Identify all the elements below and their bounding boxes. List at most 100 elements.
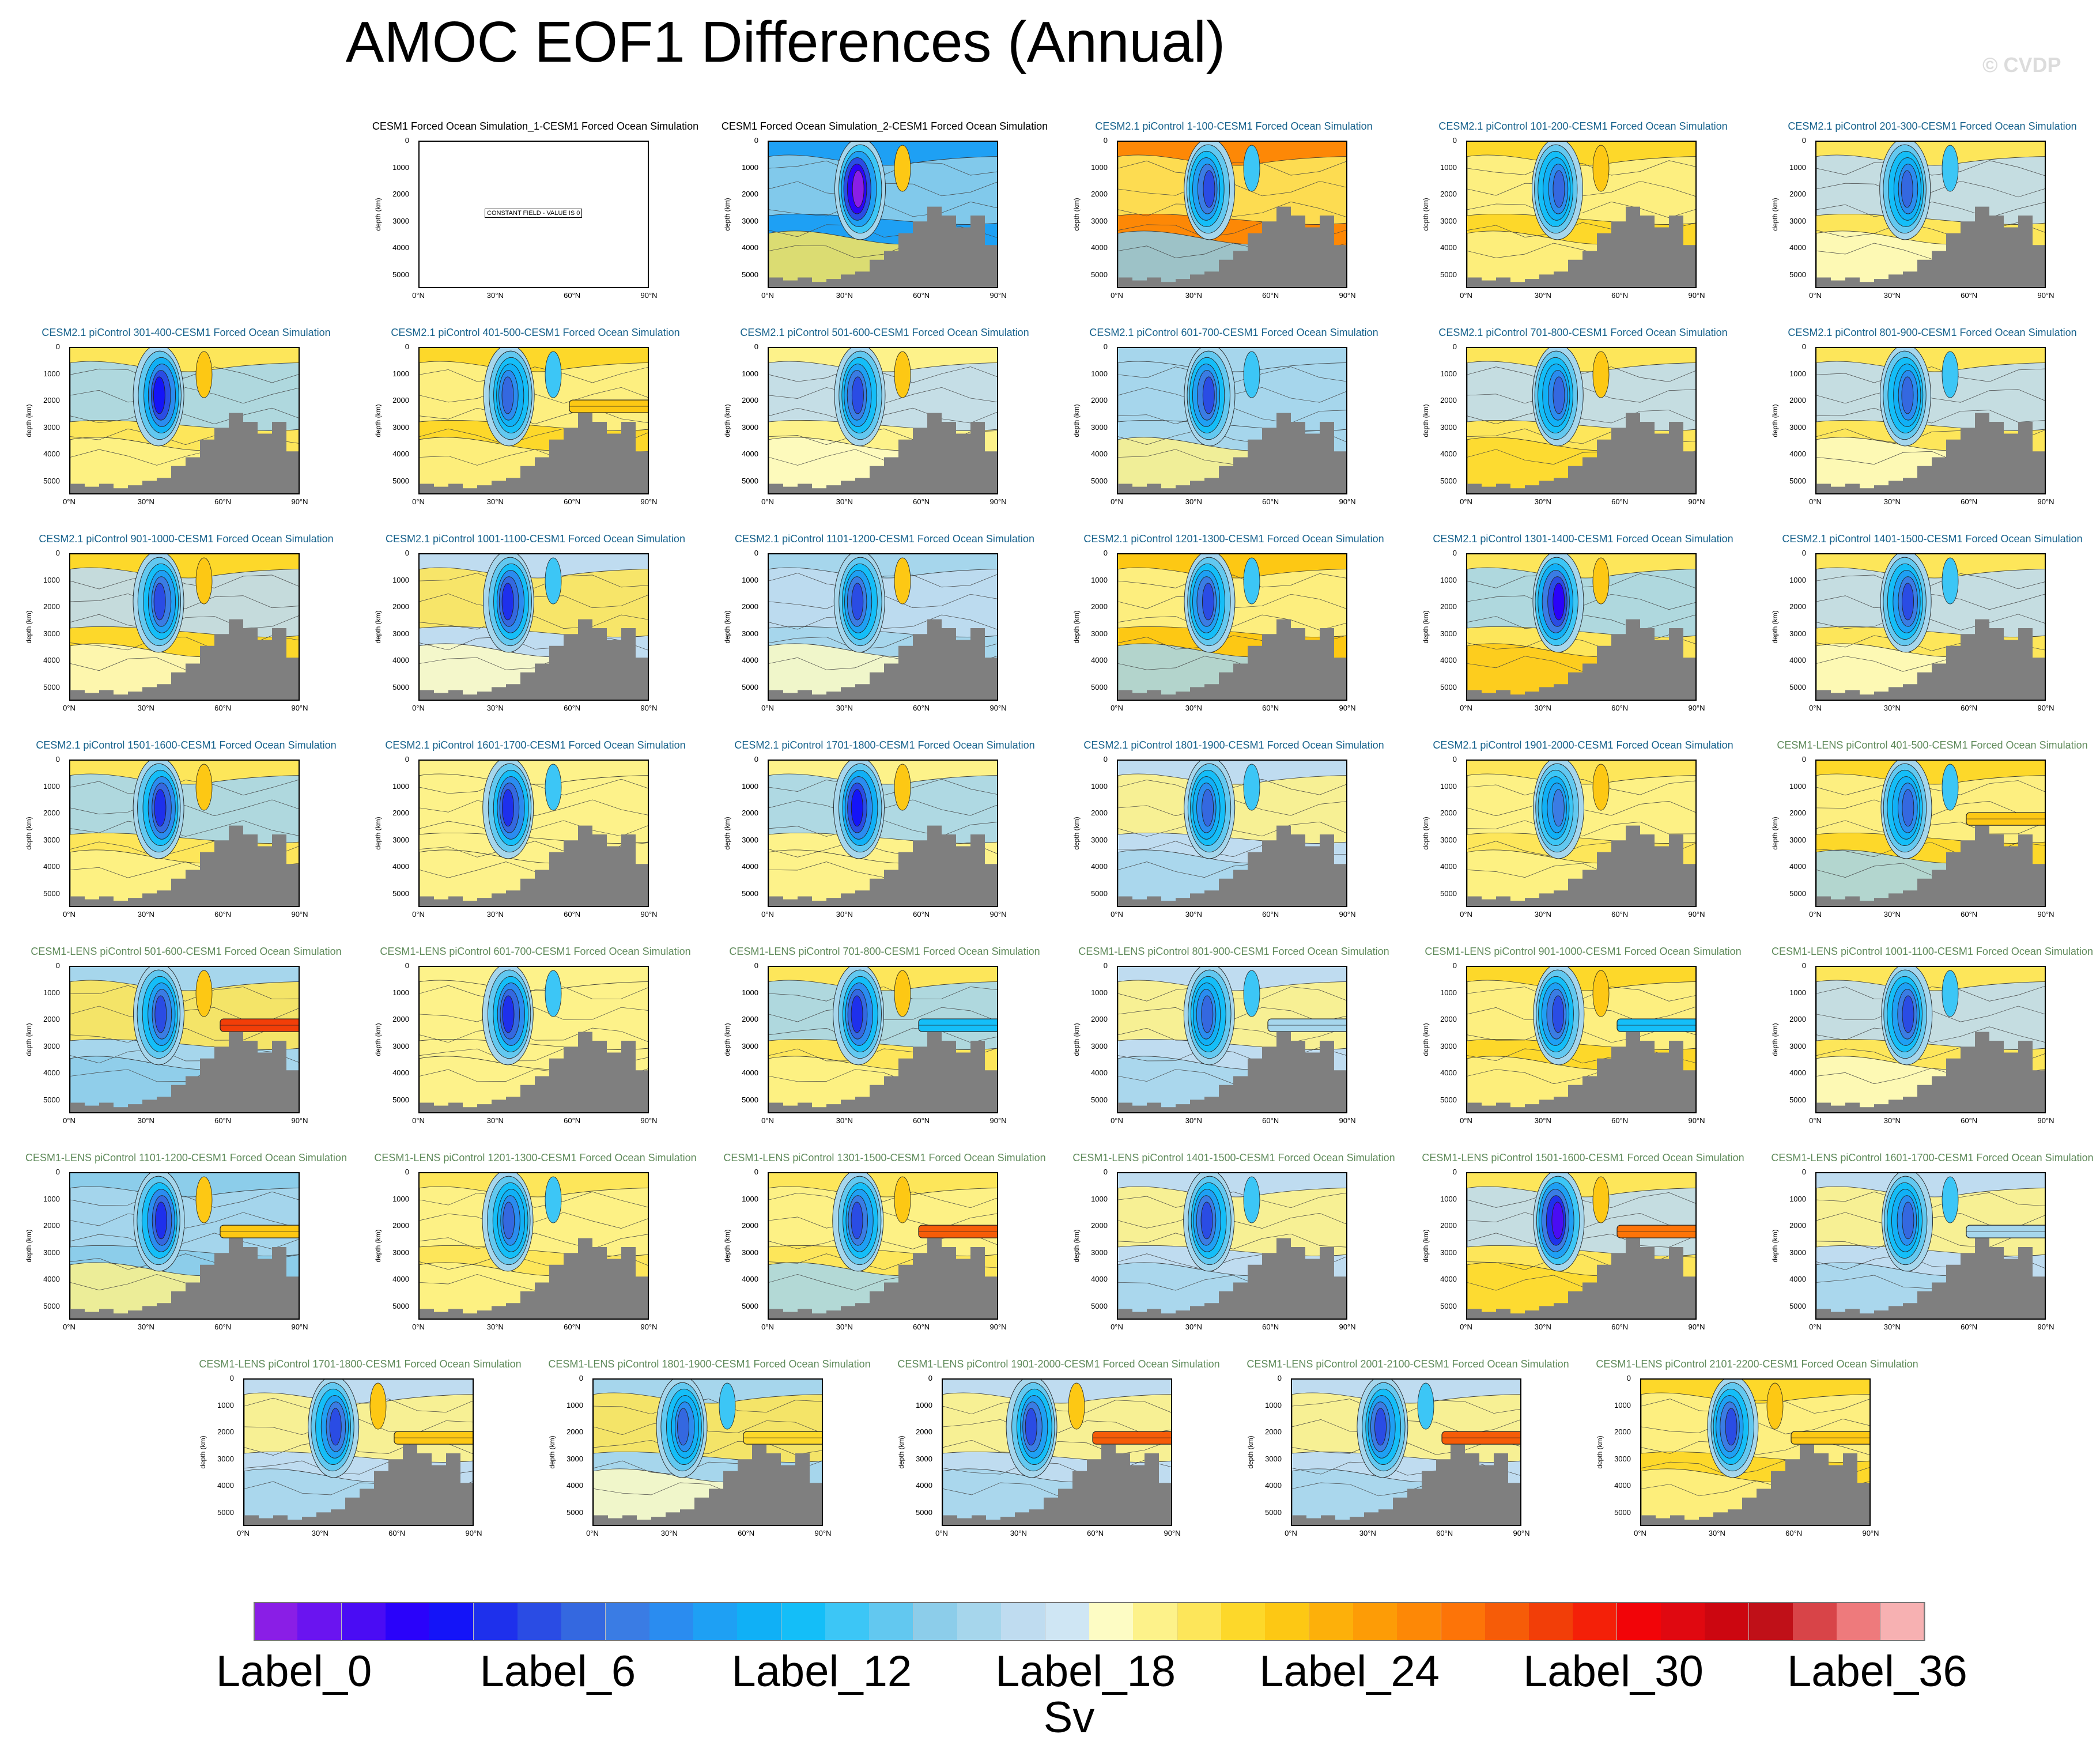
colorbar-label: Label_24 xyxy=(1259,1647,1440,1696)
field-layer-upper xyxy=(420,567,648,637)
amoc-panel: CESM2.1 piControl 1501-1600-CESM1 Forced… xyxy=(12,739,361,929)
secondary-contour xyxy=(894,1176,911,1223)
x-tick-label: 60°N xyxy=(564,1323,581,1331)
y-tick-label: 3000 xyxy=(1789,1041,1806,1051)
x-tick-label: 60°N xyxy=(1961,1323,1978,1331)
x-tick-label: 90°N xyxy=(640,704,658,712)
contour-line xyxy=(1118,614,1346,630)
contour-line xyxy=(1816,820,2045,837)
y-tick-label: 1000 xyxy=(1789,1194,1806,1203)
contour-line xyxy=(1467,820,1695,837)
x-tick-label: 0°N xyxy=(761,291,774,300)
contour-line xyxy=(1816,986,2045,1002)
contour-line xyxy=(420,1212,648,1229)
x-tick-label: 30°N xyxy=(1883,1323,1901,1331)
x-tick-label: 90°N xyxy=(2037,291,2054,300)
y-tick-label: 4000 xyxy=(1091,1068,1108,1078)
contour-line xyxy=(420,573,648,588)
x-tick-label: 90°N xyxy=(1339,704,1356,712)
y-tick-label: 3000 xyxy=(742,1248,758,1257)
colorbar-swatch xyxy=(1353,1602,1398,1641)
contour-plot-area xyxy=(942,1378,1172,1526)
x-tick-label: 60°N xyxy=(1611,291,1629,300)
bathymetry xyxy=(1467,825,1695,906)
secondary-contour xyxy=(894,145,911,192)
colorbar-label: Label_0 xyxy=(216,1647,372,1696)
contour-plot-svg xyxy=(594,1380,822,1525)
contour-line xyxy=(1467,779,1695,796)
y-tick-label: 0 xyxy=(1626,1374,1631,1382)
bathymetry xyxy=(943,1444,1171,1525)
contour-line xyxy=(943,1419,1171,1434)
y-tick-label: 0 xyxy=(405,1168,409,1176)
y-tick-label: 2000 xyxy=(1091,602,1108,611)
y-tick-label: 4000 xyxy=(43,656,60,665)
y-tick-label: 2000 xyxy=(742,1221,758,1230)
y-tick-label: 4000 xyxy=(43,449,60,459)
y-tick-label: 0 xyxy=(1801,342,1806,351)
bathymetry xyxy=(70,1238,299,1318)
bathymetry xyxy=(1118,1032,1346,1112)
bathymetry xyxy=(244,1444,473,1525)
y-tick-label: 4000 xyxy=(1789,862,1806,871)
colorbar-swatch xyxy=(473,1602,518,1641)
secondary-contour xyxy=(369,1382,387,1430)
y-tick-label: 2000 xyxy=(1440,809,1457,818)
y-axis-label: depth (km) xyxy=(897,1435,905,1469)
y-tick-label: 3000 xyxy=(742,216,758,225)
y-axis-label: depth (km) xyxy=(1771,817,1779,850)
x-tick-label: 30°N xyxy=(1534,704,1551,712)
contour-plot-area xyxy=(768,1172,998,1320)
y-tick-label: 5000 xyxy=(1091,1095,1108,1104)
y-tick-label: 4000 xyxy=(1789,656,1806,665)
y-axis-label: depth (km) xyxy=(25,1023,33,1056)
x-tick-label: 90°N xyxy=(1513,1529,1530,1537)
contour-line xyxy=(769,820,997,837)
y-tick-label: 4000 xyxy=(742,1275,758,1284)
x-tick-label: 60°N xyxy=(1611,704,1629,712)
panel-title: CESM2.1 piControl 501-600-CESM1 Forced O… xyxy=(740,327,1029,338)
y-tick-label: 1000 xyxy=(916,1400,932,1410)
amoc-panel: CESM2.1 piControl 301-400-CESM1 Forced O… xyxy=(12,326,361,516)
core-contour xyxy=(1551,1202,1564,1240)
bathymetry xyxy=(1816,1032,2045,1112)
contour-plot-svg xyxy=(420,967,648,1112)
x-tick-label: 90°N xyxy=(1688,704,1705,712)
x-tick-label: 0°N xyxy=(63,1116,75,1125)
contour-line xyxy=(70,1212,299,1229)
y-tick-label: 3000 xyxy=(1440,216,1457,225)
core-contour xyxy=(1553,583,1565,621)
y-tick-label: 0 xyxy=(1452,755,1457,764)
amoc-panel: CESM2.1 piControl 101-200-CESM1 Forced O… xyxy=(1408,120,1758,310)
bathymetry xyxy=(769,206,997,287)
contour-line xyxy=(1816,779,2045,796)
x-tick-label: 60°N xyxy=(214,1323,232,1331)
contour-plot-svg xyxy=(769,1173,997,1318)
secondary-contour xyxy=(1243,970,1260,1017)
y-tick-label: 4000 xyxy=(1440,449,1457,459)
watermark: © CVDP xyxy=(1982,53,2061,77)
y-tick-label: 2000 xyxy=(1789,190,1806,199)
x-tick-label: 30°N xyxy=(660,1529,678,1537)
panel-title: CESM2.1 piControl 1401-1500-CESM1 Forced… xyxy=(1782,533,2083,545)
contour-plot-svg xyxy=(420,1173,648,1318)
x-tick-label: 90°N xyxy=(640,497,658,506)
x-tick-label: 30°N xyxy=(1185,1323,1202,1331)
contour-plot-area xyxy=(1117,1172,1347,1320)
contour-plot-area xyxy=(1466,141,1697,288)
field-layer-upper xyxy=(70,361,299,431)
x-tick-label: 30°N xyxy=(1359,1529,1376,1537)
y-tick-label: 3000 xyxy=(43,422,60,432)
panel-title: CESM1-LENS piControl 901-1000-CESM1 Forc… xyxy=(1425,946,1742,957)
y-tick-label: 1000 xyxy=(1440,988,1457,997)
y-tick-label: 3000 xyxy=(1091,216,1108,225)
x-tick-label: 90°N xyxy=(814,1529,832,1537)
secondary-contour xyxy=(195,1176,213,1223)
y-tick-label: 1000 xyxy=(1440,369,1457,378)
contour-plot-area xyxy=(1466,553,1697,701)
amoc-panel: CESM2.1 piControl 401-500-CESM1 Forced O… xyxy=(361,326,710,516)
panel-title: CESM2.1 piControl 1301-1400-CESM1 Forced… xyxy=(1433,533,1733,545)
y-tick-label: 5000 xyxy=(392,270,409,279)
amoc-panel: CESM1-LENS piControl 1001-1100-CESM1 For… xyxy=(1758,945,2100,1135)
contour-plot-area xyxy=(1117,966,1347,1113)
